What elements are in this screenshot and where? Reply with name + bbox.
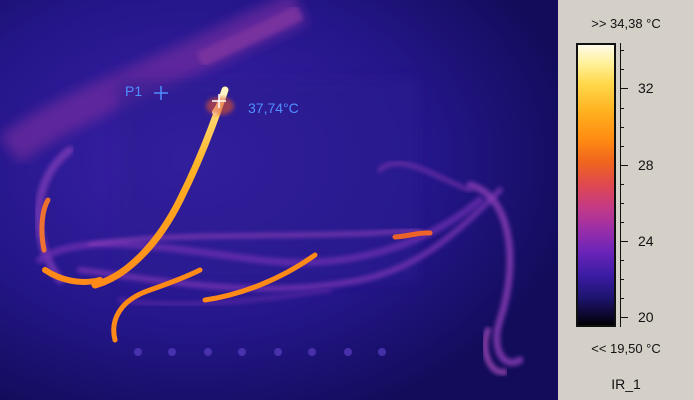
hot-cable xyxy=(91,86,229,289)
measurement-point-p1[interactable]: P1 xyxy=(125,83,168,100)
scale-axis xyxy=(620,43,621,327)
scale-minor-tick xyxy=(620,108,624,109)
warm-wires xyxy=(39,197,433,343)
cable-bundle xyxy=(34,146,524,376)
hotspot-temperature: 37,74°C xyxy=(248,100,299,116)
hotspot-crosshair-icon xyxy=(212,94,226,108)
scale-minor-tick xyxy=(620,146,624,147)
scale-minor-tick xyxy=(620,260,624,261)
scale-major-tick xyxy=(620,165,628,166)
scale-major-tick xyxy=(620,317,628,318)
scale-min-label: << 19,50 °C xyxy=(591,341,661,356)
color-scale-bar xyxy=(576,43,616,327)
scale-minor-tick xyxy=(620,222,624,223)
scale-tick-label: 32 xyxy=(638,80,654,96)
scale-minor-tick xyxy=(620,279,624,280)
scale-minor-tick xyxy=(620,184,624,185)
scale-minor-tick xyxy=(620,50,624,51)
scale-tick-label: 20 xyxy=(638,309,654,325)
scale-minor-tick xyxy=(620,203,624,204)
crosshair-icon xyxy=(154,86,168,100)
scale-tick-label: 28 xyxy=(638,157,654,173)
warm-band-core xyxy=(196,4,304,68)
scale-major-tick xyxy=(620,241,628,242)
scale-minor-tick xyxy=(620,127,624,128)
scale-minor-tick xyxy=(620,69,624,70)
image-name: IR_1 xyxy=(611,376,641,392)
hot-spot-glow xyxy=(206,97,234,115)
thermal-image[interactable]: P1 37,74°C xyxy=(0,0,558,400)
thermal-image-canvas: P1 37,74°C xyxy=(0,0,558,400)
temperature-scale-panel: >> 34,38 °C 32 28 24 20 << 19,50 °C IR_1 xyxy=(558,0,694,400)
connector-row xyxy=(134,348,386,356)
scale-major-tick xyxy=(620,88,628,89)
marker-label: P1 xyxy=(125,83,142,99)
scale-tick-label: 24 xyxy=(638,233,654,249)
scale-max-label: >> 34,38 °C xyxy=(591,16,661,31)
scale-minor-tick xyxy=(620,298,624,299)
